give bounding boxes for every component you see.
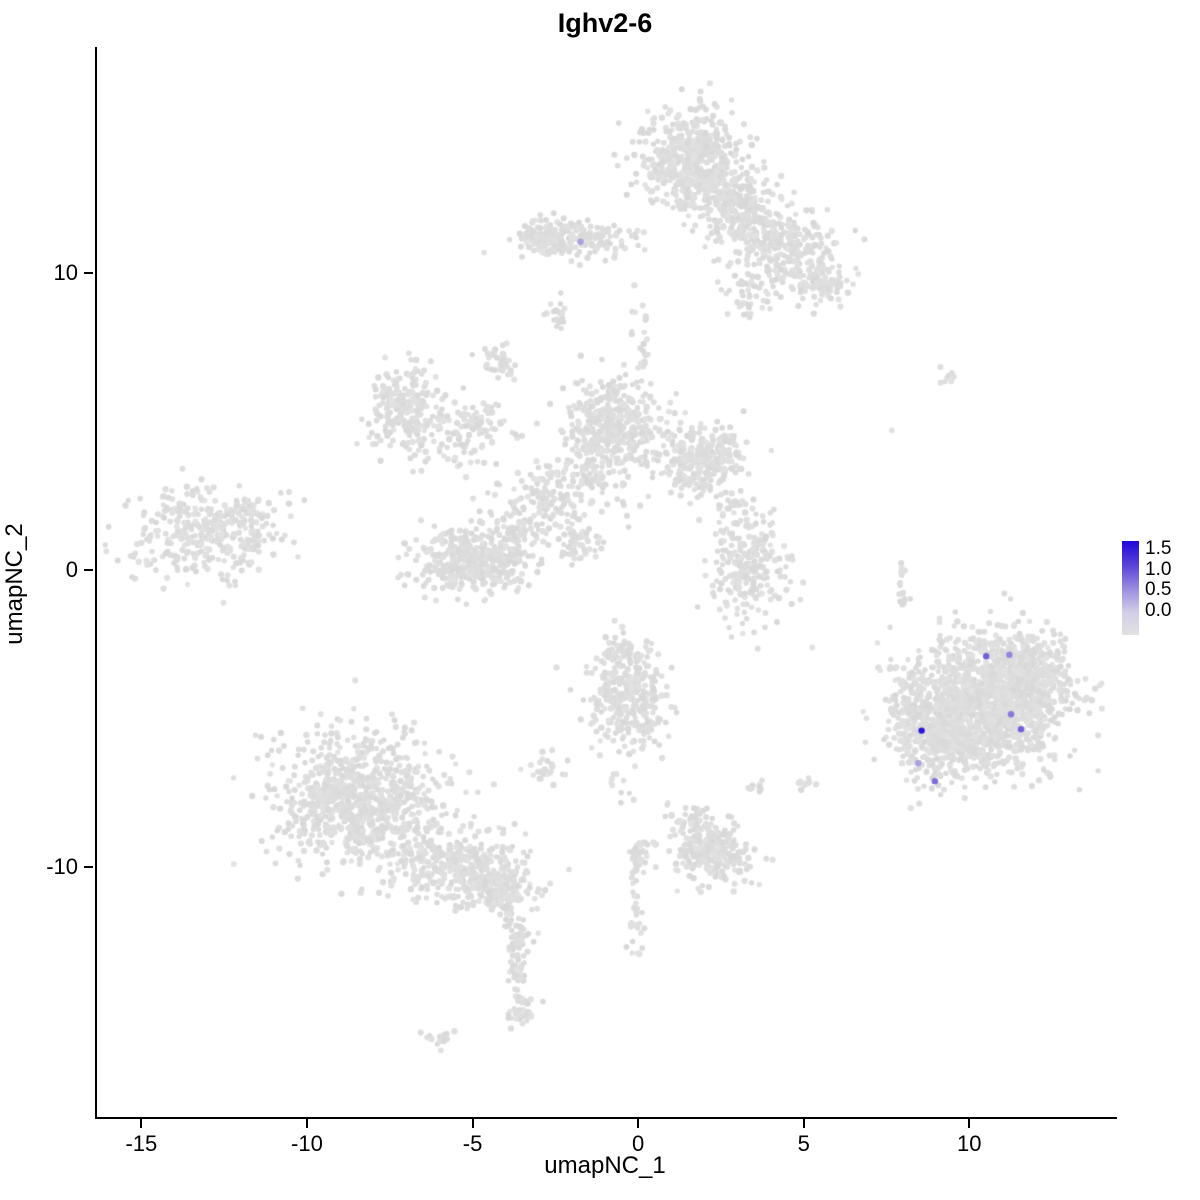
legend-tick: 1.5 [1145,538,1172,559]
x-tick-mark [637,1119,640,1128]
legend-colorbar [1122,541,1139,635]
y-tick-mark [84,569,93,572]
expression-legend: 1.5 1.0 0.5 0.0 [1122,538,1200,641]
plot-panel [95,47,1117,1119]
y-tick-mark [84,866,93,869]
x-axis-label: umapNC_1 [544,1152,666,1179]
scatter-canvas [97,47,1117,1117]
x-tick-mark [305,1119,308,1128]
legend-tick: 0.0 [1145,599,1172,621]
x-tick-label: -5 [462,1131,483,1156]
x-tick-label: 0 [631,1131,645,1156]
legend-tick: 1.0 [1145,558,1172,580]
x-tick-label: 10 [957,1131,982,1156]
x-tick-mark [140,1119,143,1128]
x-tick-mark [471,1119,474,1128]
y-axis-label: umapNC_2 [1,523,28,645]
legend-tick-labels: 1.5 1.0 0.5 0.0 [1145,538,1172,621]
y-tick-label: -10 [46,854,78,880]
y-tick-label: 0 [65,557,78,583]
x-tick-mark [968,1119,971,1128]
x-tick-mark [802,1119,805,1128]
x-tick-label: -15 [125,1131,158,1156]
legend-tick: 0.5 [1145,579,1172,600]
plot-title: Ighv2-6 [557,8,653,38]
x-tick-label: -10 [291,1131,323,1156]
y-tick-label: 10 [53,259,78,285]
x-tick-label: 5 [797,1131,810,1156]
y-tick-mark [84,271,93,274]
